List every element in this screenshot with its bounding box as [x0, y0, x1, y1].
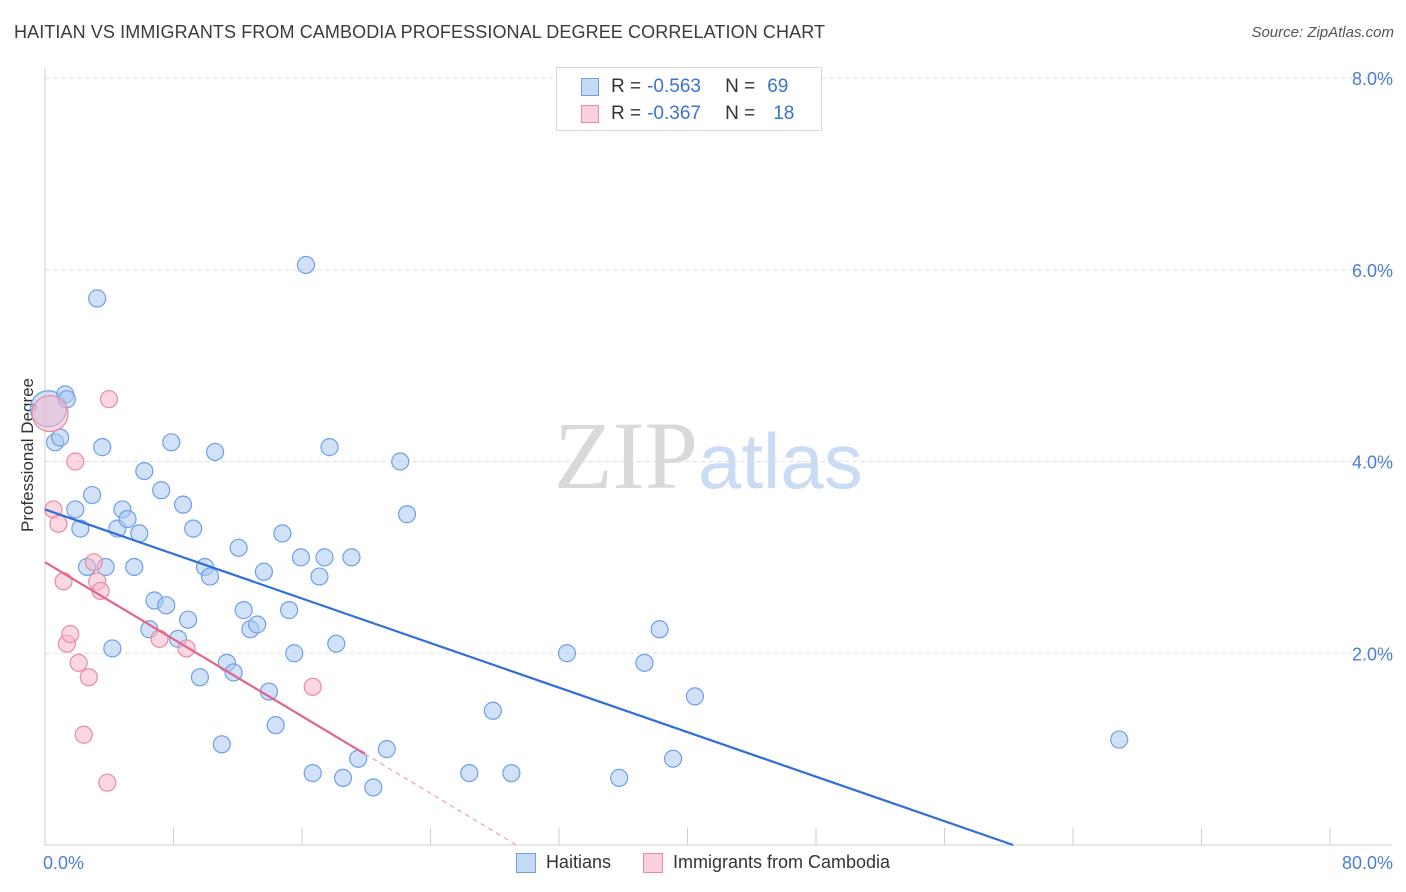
- cambodia-point: [61, 624, 80, 644]
- legend-swatch-haitians: [581, 78, 599, 96]
- haitian-point: [635, 653, 654, 672]
- haitian-point: [296, 255, 316, 275]
- haitian-point: [118, 509, 137, 529]
- haitian-point: [460, 763, 479, 783]
- haitian-point: [83, 485, 102, 505]
- cambodia-point: [69, 653, 88, 672]
- haitian-point: [327, 634, 346, 653]
- haitian-point: [303, 763, 322, 783]
- haitian-trend-line: [44, 508, 1014, 847]
- r-value: -0.563: [647, 76, 701, 97]
- cambodia-point: [74, 725, 93, 744]
- y-tick-label: 2.0%: [1352, 644, 1393, 664]
- cambodia-point: [54, 572, 73, 591]
- haitian-point: [315, 548, 334, 567]
- haitian-point: [333, 768, 353, 787]
- haitian-point: [310, 567, 329, 586]
- haitian-point: [280, 601, 299, 620]
- haitian-point: [184, 519, 203, 538]
- r-label: R =: [611, 76, 642, 97]
- haitian-point: [364, 778, 383, 797]
- r-label: R =: [611, 103, 642, 124]
- haitian-point: [157, 596, 176, 615]
- haitian-point: [229, 538, 248, 557]
- cambodia-point: [303, 677, 322, 696]
- haitian-point: [663, 749, 683, 768]
- haitian-point: [397, 505, 417, 524]
- haitian-point: [152, 481, 171, 500]
- haitian-point: [273, 524, 292, 543]
- x-tick-label: 80.0%: [1342, 853, 1393, 873]
- haitian-point: [93, 438, 112, 457]
- haitian-point: [66, 500, 85, 519]
- haitian-point: [205, 442, 225, 462]
- haitian-point: [125, 557, 144, 577]
- haitian-point: [88, 289, 107, 308]
- cambodia-point: [49, 514, 68, 533]
- haitian-point: [1110, 730, 1129, 749]
- n-value: 18: [773, 103, 795, 124]
- cambodia-point: [31, 394, 69, 433]
- haitian-point: [685, 687, 705, 706]
- legend-row-haitians: R = -0.563 N = 69: [581, 75, 788, 99]
- haitian-point: [135, 461, 154, 481]
- cambodia-point: [84, 553, 103, 572]
- r-value: -0.367: [647, 103, 701, 124]
- haitian-point: [502, 763, 521, 783]
- correlation-legend: R = -0.563 N = 69 R = -0.367 N = 18: [556, 67, 822, 131]
- haitian-point: [342, 548, 361, 567]
- watermark: ZIPatlas: [554, 400, 863, 511]
- haitian-point: [610, 768, 629, 787]
- cambodia-point: [150, 629, 169, 648]
- legend-item-cambodia: Immigrants from Cambodia: [642, 852, 891, 873]
- series-legend: Haitians Immigrants from Cambodia: [0, 852, 1406, 873]
- y-tick-label: 8.0%: [1352, 69, 1393, 89]
- haitian-point: [103, 639, 122, 658]
- cambodia-trend-line: [44, 561, 366, 755]
- cambodia-point: [79, 668, 98, 687]
- legend-swatch-cambodia: [581, 105, 599, 123]
- haitian-point: [212, 735, 231, 754]
- haitian-point: [266, 716, 285, 735]
- haitian-point: [71, 519, 90, 538]
- haitian-point: [173, 495, 193, 514]
- haitian-point: [391, 452, 410, 471]
- haitian-point: [650, 620, 669, 639]
- haitian-point: [234, 601, 253, 620]
- haitian-point: [248, 615, 267, 634]
- n-label: N =: [725, 103, 756, 124]
- x-tick-label: 0.0%: [43, 853, 84, 873]
- cambodia-trend-extension: [364, 753, 517, 846]
- legend-row-cambodia: R = -0.367 N = 18: [581, 102, 794, 126]
- n-value: 69: [767, 76, 789, 97]
- y-tick-label: 6.0%: [1352, 261, 1393, 281]
- haitian-point: [179, 610, 198, 629]
- legend-label-cambodia: Immigrants from Cambodia: [672, 852, 891, 872]
- haitian-point: [320, 438, 339, 457]
- watermark-zip: ZIP: [554, 402, 698, 509]
- haitian-point: [162, 433, 181, 452]
- cambodia-point: [98, 773, 117, 792]
- cambodia-point: [66, 452, 85, 471]
- y-tick-label: 4.0%: [1352, 453, 1393, 473]
- legend-label-haitians: Haitians: [545, 852, 611, 872]
- cambodia-point: [99, 390, 119, 409]
- haitian-point: [291, 548, 311, 567]
- haitian-point: [285, 644, 304, 663]
- haitian-point: [483, 701, 502, 720]
- haitian-point: [190, 668, 210, 687]
- haitian-point: [200, 567, 220, 586]
- legend-swatch-cambodia: [642, 852, 663, 873]
- chart-title: HAITIAN VS IMMIGRANTS FROM CAMBODIA PROF…: [14, 22, 826, 42]
- legend-item-haitians: Haitians: [515, 852, 611, 873]
- haitian-point: [557, 644, 577, 663]
- haitian-point: [254, 562, 273, 581]
- haitian-point: [377, 740, 396, 759]
- legend-swatch-haitians: [515, 852, 536, 873]
- source-label: Source: ZipAtlas.com: [1251, 24, 1394, 41]
- n-label: N =: [725, 76, 756, 97]
